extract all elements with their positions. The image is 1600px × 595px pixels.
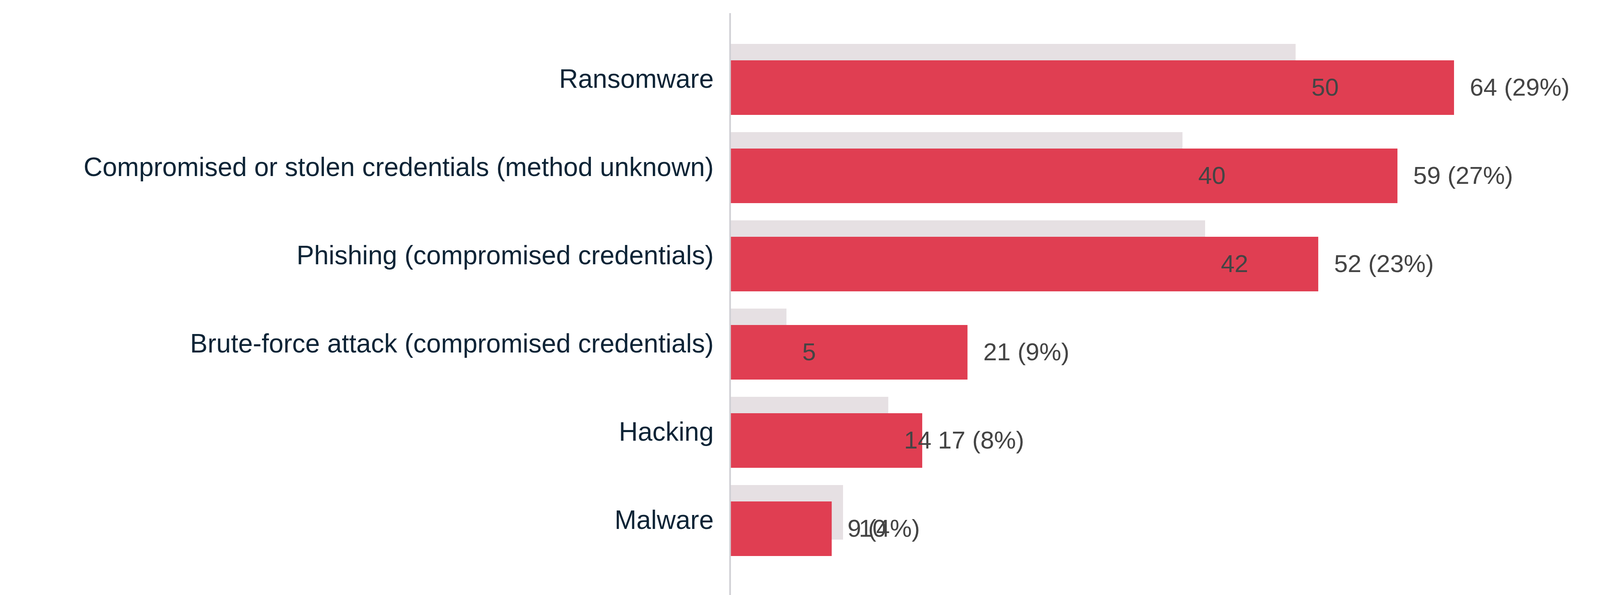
svg-text:21 (9%): 21 (9%) — [983, 337, 1070, 366]
svg-text:64 (29%): 64 (29%) — [1470, 73, 1570, 101]
svg-text:Malware: Malware — [614, 504, 714, 535]
svg-text:52 (23%): 52 (23%) — [1333, 249, 1434, 278]
svg-text:Phishing (compromised credenti: Phishing (compromised credentials) — [296, 240, 714, 270]
svg-text:50: 50 — [1311, 73, 1339, 101]
svg-text:40: 40 — [1198, 161, 1226, 190]
svg-text:59 (27%): 59 (27%) — [1413, 161, 1514, 190]
svg-text:Hacking: Hacking — [618, 416, 714, 447]
svg-text:Brute-force attack (compromise: Brute-force attack (compromised credenti… — [190, 328, 714, 358]
svg-text:17 (8%): 17 (8%) — [938, 426, 1025, 454]
svg-text:9 (4%): 9 (4%) — [847, 514, 921, 542]
svg-text:Compromised or stolen credenti: Compromised or stolen credentials (metho… — [83, 152, 714, 182]
svg-text:42: 42 — [1220, 249, 1249, 278]
svg-text:14: 14 — [904, 426, 932, 454]
svg-text:Ransomware: Ransomware — [558, 63, 714, 94]
svg-text:5: 5 — [802, 337, 816, 366]
